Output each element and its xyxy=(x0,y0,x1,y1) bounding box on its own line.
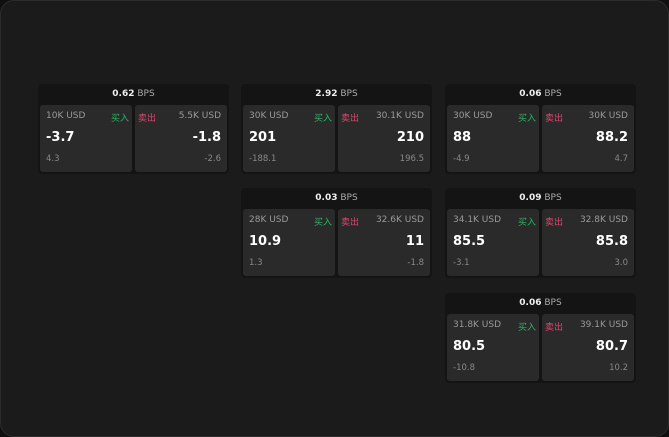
spread-header: 2.92 BPS xyxy=(241,84,432,105)
ask-amount: 32.8K USD xyxy=(579,215,628,225)
ask-change: -1.8 xyxy=(407,258,424,268)
sell-label: 卖出 xyxy=(138,114,157,124)
spread-unit: BPS xyxy=(340,89,358,99)
spread-value: 0.06 xyxy=(519,89,542,99)
spread-value: 0.09 xyxy=(519,193,542,203)
spread-header: 0.62 BPS xyxy=(38,84,229,105)
spread-unit: BPS xyxy=(544,193,562,203)
spread-header: 0.06 BPS xyxy=(445,293,636,314)
bid-price: 201 xyxy=(249,130,277,145)
quote-card: 0.06 BPS 31.8K USD 买入 80.5 -10.8 卖出 39.1… xyxy=(445,293,636,383)
buy-pane[interactable]: 30K USD 买入 201 -188.1 xyxy=(243,105,335,172)
spread-unit: BPS xyxy=(340,193,358,203)
bid-change: -10.8 xyxy=(453,363,475,373)
quote-card: 0.03 BPS 28K USD 买入 10.9 1.3 卖出 32.6K US… xyxy=(241,188,432,278)
bid-amount: 30K USD xyxy=(249,111,289,121)
spread-unit: BPS xyxy=(544,89,562,99)
spread-unit: BPS xyxy=(544,298,562,308)
bid-price: 10.9 xyxy=(249,234,282,249)
bid-change: -3.1 xyxy=(453,258,470,268)
sell-label: 卖出 xyxy=(545,323,564,333)
ask-amount: 30K USD xyxy=(588,111,628,121)
ask-price: 80.7 xyxy=(595,339,628,354)
ask-price: 88.2 xyxy=(595,130,628,145)
ask-price: -1.8 xyxy=(192,130,221,145)
sell-pane[interactable]: 卖出 30K USD 88.2 4.7 xyxy=(542,105,634,172)
sell-pane[interactable]: 卖出 39.1K USD 80.7 10.2 xyxy=(542,314,634,381)
spread-header: 0.06 BPS xyxy=(445,84,636,105)
ask-change: -2.6 xyxy=(204,154,221,164)
buy-label: 买入 xyxy=(110,114,129,124)
buy-pane[interactable]: 10K USD 买入 -3.7 4.3 xyxy=(40,105,132,172)
buy-label: 买入 xyxy=(517,218,536,228)
bid-price: 85.5 xyxy=(453,234,486,249)
ask-change: 10.2 xyxy=(609,363,628,373)
bid-change: 1.3 xyxy=(249,258,263,268)
buy-label: 买入 xyxy=(517,114,536,124)
quote-card: 0.09 BPS 34.1K USD 买入 85.5 -3.1 卖出 32.8K… xyxy=(445,188,636,278)
spread-value: 2.92 xyxy=(315,89,338,99)
ask-change: 3.0 xyxy=(614,258,628,268)
buy-pane[interactable]: 28K USD 买入 10.9 1.3 xyxy=(243,209,335,276)
sell-label: 卖出 xyxy=(341,114,360,124)
quote-card: 2.92 BPS 30K USD 买入 201 -188.1 卖出 30.1K … xyxy=(241,84,432,174)
ask-change: 196.5 xyxy=(399,154,424,164)
buy-pane[interactable]: 31.8K USD 买入 80.5 -10.8 xyxy=(447,314,539,381)
sell-label: 卖出 xyxy=(545,218,564,228)
bid-change: -188.1 xyxy=(249,154,277,164)
ask-price: 85.8 xyxy=(595,234,628,249)
bid-amount: 28K USD xyxy=(249,215,289,225)
spread-value: 0.03 xyxy=(315,193,338,203)
bid-change: 4.3 xyxy=(46,154,60,164)
bid-amount: 31.8K USD xyxy=(453,320,502,330)
buy-label: 买入 xyxy=(517,323,536,333)
spread-value: 0.62 xyxy=(112,89,135,99)
sell-pane[interactable]: 卖出 30.1K USD 210 196.5 xyxy=(338,105,430,172)
sell-pane[interactable]: 卖出 5.5K USD -1.8 -2.6 xyxy=(135,105,227,172)
quote-card: 0.06 BPS 30K USD 买入 88 -4.9 卖出 30K USD 8… xyxy=(445,84,636,174)
buy-pane[interactable]: 34.1K USD 买入 85.5 -3.1 xyxy=(447,209,539,276)
ask-amount: 32.6K USD xyxy=(375,215,424,225)
bid-price: 88 xyxy=(453,130,472,145)
sell-label: 卖出 xyxy=(545,114,564,124)
bid-amount: 10K USD xyxy=(46,111,86,121)
spread-header: 0.09 BPS xyxy=(445,188,636,209)
ask-price: 11 xyxy=(405,234,424,249)
sell-pane[interactable]: 卖出 32.8K USD 85.8 3.0 xyxy=(542,209,634,276)
ask-amount: 39.1K USD xyxy=(579,320,628,330)
buy-pane[interactable]: 30K USD 买入 88 -4.9 xyxy=(447,105,539,172)
ask-change: 4.7 xyxy=(614,154,628,164)
quote-card: 0.62 BPS 10K USD 买入 -3.7 4.3 卖出 5.5K USD… xyxy=(38,84,229,174)
bid-price: 80.5 xyxy=(453,339,486,354)
ask-amount: 30.1K USD xyxy=(375,111,424,121)
spread-value: 0.06 xyxy=(519,298,542,308)
ask-price: 210 xyxy=(396,130,424,145)
bid-change: -4.9 xyxy=(453,154,470,164)
spread-unit: BPS xyxy=(137,89,155,99)
ask-amount: 5.5K USD xyxy=(178,111,221,121)
buy-label: 买入 xyxy=(313,114,332,124)
bid-amount: 34.1K USD xyxy=(453,215,502,225)
sell-label: 卖出 xyxy=(341,218,360,228)
buy-label: 买入 xyxy=(313,218,332,228)
sell-pane[interactable]: 卖出 32.6K USD 11 -1.8 xyxy=(338,209,430,276)
spread-header: 0.03 BPS xyxy=(241,188,432,209)
bid-amount: 30K USD xyxy=(453,111,493,121)
bid-price: -3.7 xyxy=(46,130,75,145)
